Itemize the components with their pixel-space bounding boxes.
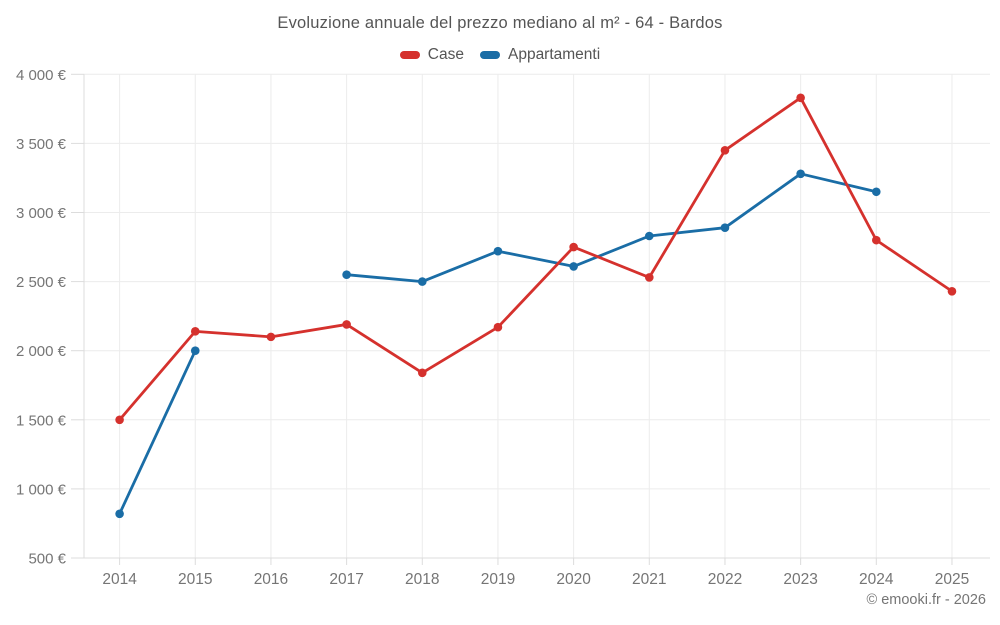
y-tick-label: 4 000 €: [16, 67, 67, 84]
line-appartamenti: [345, 172, 878, 284]
point-case-2022[interactable]: [720, 146, 730, 155]
chart-title: Evoluzione annuale del prezzo mediano al…: [277, 14, 723, 32]
legend-item-case[interactable]: Case: [399, 46, 464, 64]
point-appartamenti-2019[interactable]: [493, 246, 503, 256]
legend-label: Appartamenti: [507, 46, 601, 63]
point-case-2016[interactable]: [266, 332, 276, 342]
legend-item-appartamenti[interactable]: Appartamenti: [479, 46, 601, 64]
x-tick-label: 2023: [783, 571, 817, 588]
y-tick-label: 3 000 €: [16, 205, 67, 222]
x-tick-label: 2015: [178, 571, 212, 588]
y-tick-label: 2 000 €: [16, 343, 67, 360]
point-case-2021[interactable]: [644, 273, 654, 282]
x-tick-label: 2022: [708, 571, 742, 588]
point-appartamenti-2020[interactable]: [569, 262, 578, 271]
point-case-2024[interactable]: [872, 235, 881, 245]
point-case-2025[interactable]: [947, 286, 957, 296]
legend-swatch-appartamenti: [479, 51, 500, 59]
line-case: [118, 96, 954, 422]
point-appartamenti-2017[interactable]: [342, 270, 351, 279]
legend: Case Appartamenti: [0, 46, 1000, 64]
point-case-2015[interactable]: [190, 327, 200, 336]
x-tick-label: 2014: [102, 571, 137, 588]
line-appartamenti: [118, 349, 197, 516]
y-tick-label: 2 500 €: [16, 274, 67, 291]
point-appartamenti-2023[interactable]: [796, 169, 805, 179]
y-tick-label: 1 000 €: [16, 481, 67, 498]
point-case-2019[interactable]: [493, 322, 503, 332]
y-tick-label: 3 500 €: [16, 136, 67, 153]
x-tick-label: 2020: [556, 571, 591, 588]
point-appartamenti-2015[interactable]: [190, 346, 200, 356]
point-case-2017[interactable]: [342, 320, 351, 329]
point-case-2023[interactable]: [796, 93, 805, 103]
x-tick-label: 2025: [935, 571, 969, 588]
legend-label: Case: [427, 46, 464, 63]
y-tick-label: 500 €: [28, 551, 66, 568]
point-case-2014[interactable]: [115, 415, 124, 425]
point-appartamenti-2018[interactable]: [417, 277, 427, 286]
point-appartamenti-2024[interactable]: [872, 187, 881, 197]
legend-swatch-case: [399, 51, 420, 59]
point-case-2020[interactable]: [569, 242, 578, 252]
x-tick-label: 2019: [481, 571, 515, 588]
copyright-footer: © emooki.fr - 2026: [866, 592, 986, 608]
x-tick-label: 2024: [859, 571, 894, 588]
point-appartamenti-2022[interactable]: [720, 223, 730, 233]
x-tick-label: 2016: [254, 571, 288, 588]
x-tick-label: 2021: [632, 571, 666, 588]
point-appartamenti-2021[interactable]: [644, 231, 654, 241]
y-tick-label: 1 500 €: [16, 412, 67, 429]
x-tick-label: 2017: [329, 571, 363, 588]
x-tick-label: 2018: [405, 571, 439, 588]
point-case-2018[interactable]: [417, 368, 427, 378]
point-appartamenti-2014[interactable]: [115, 509, 124, 519]
